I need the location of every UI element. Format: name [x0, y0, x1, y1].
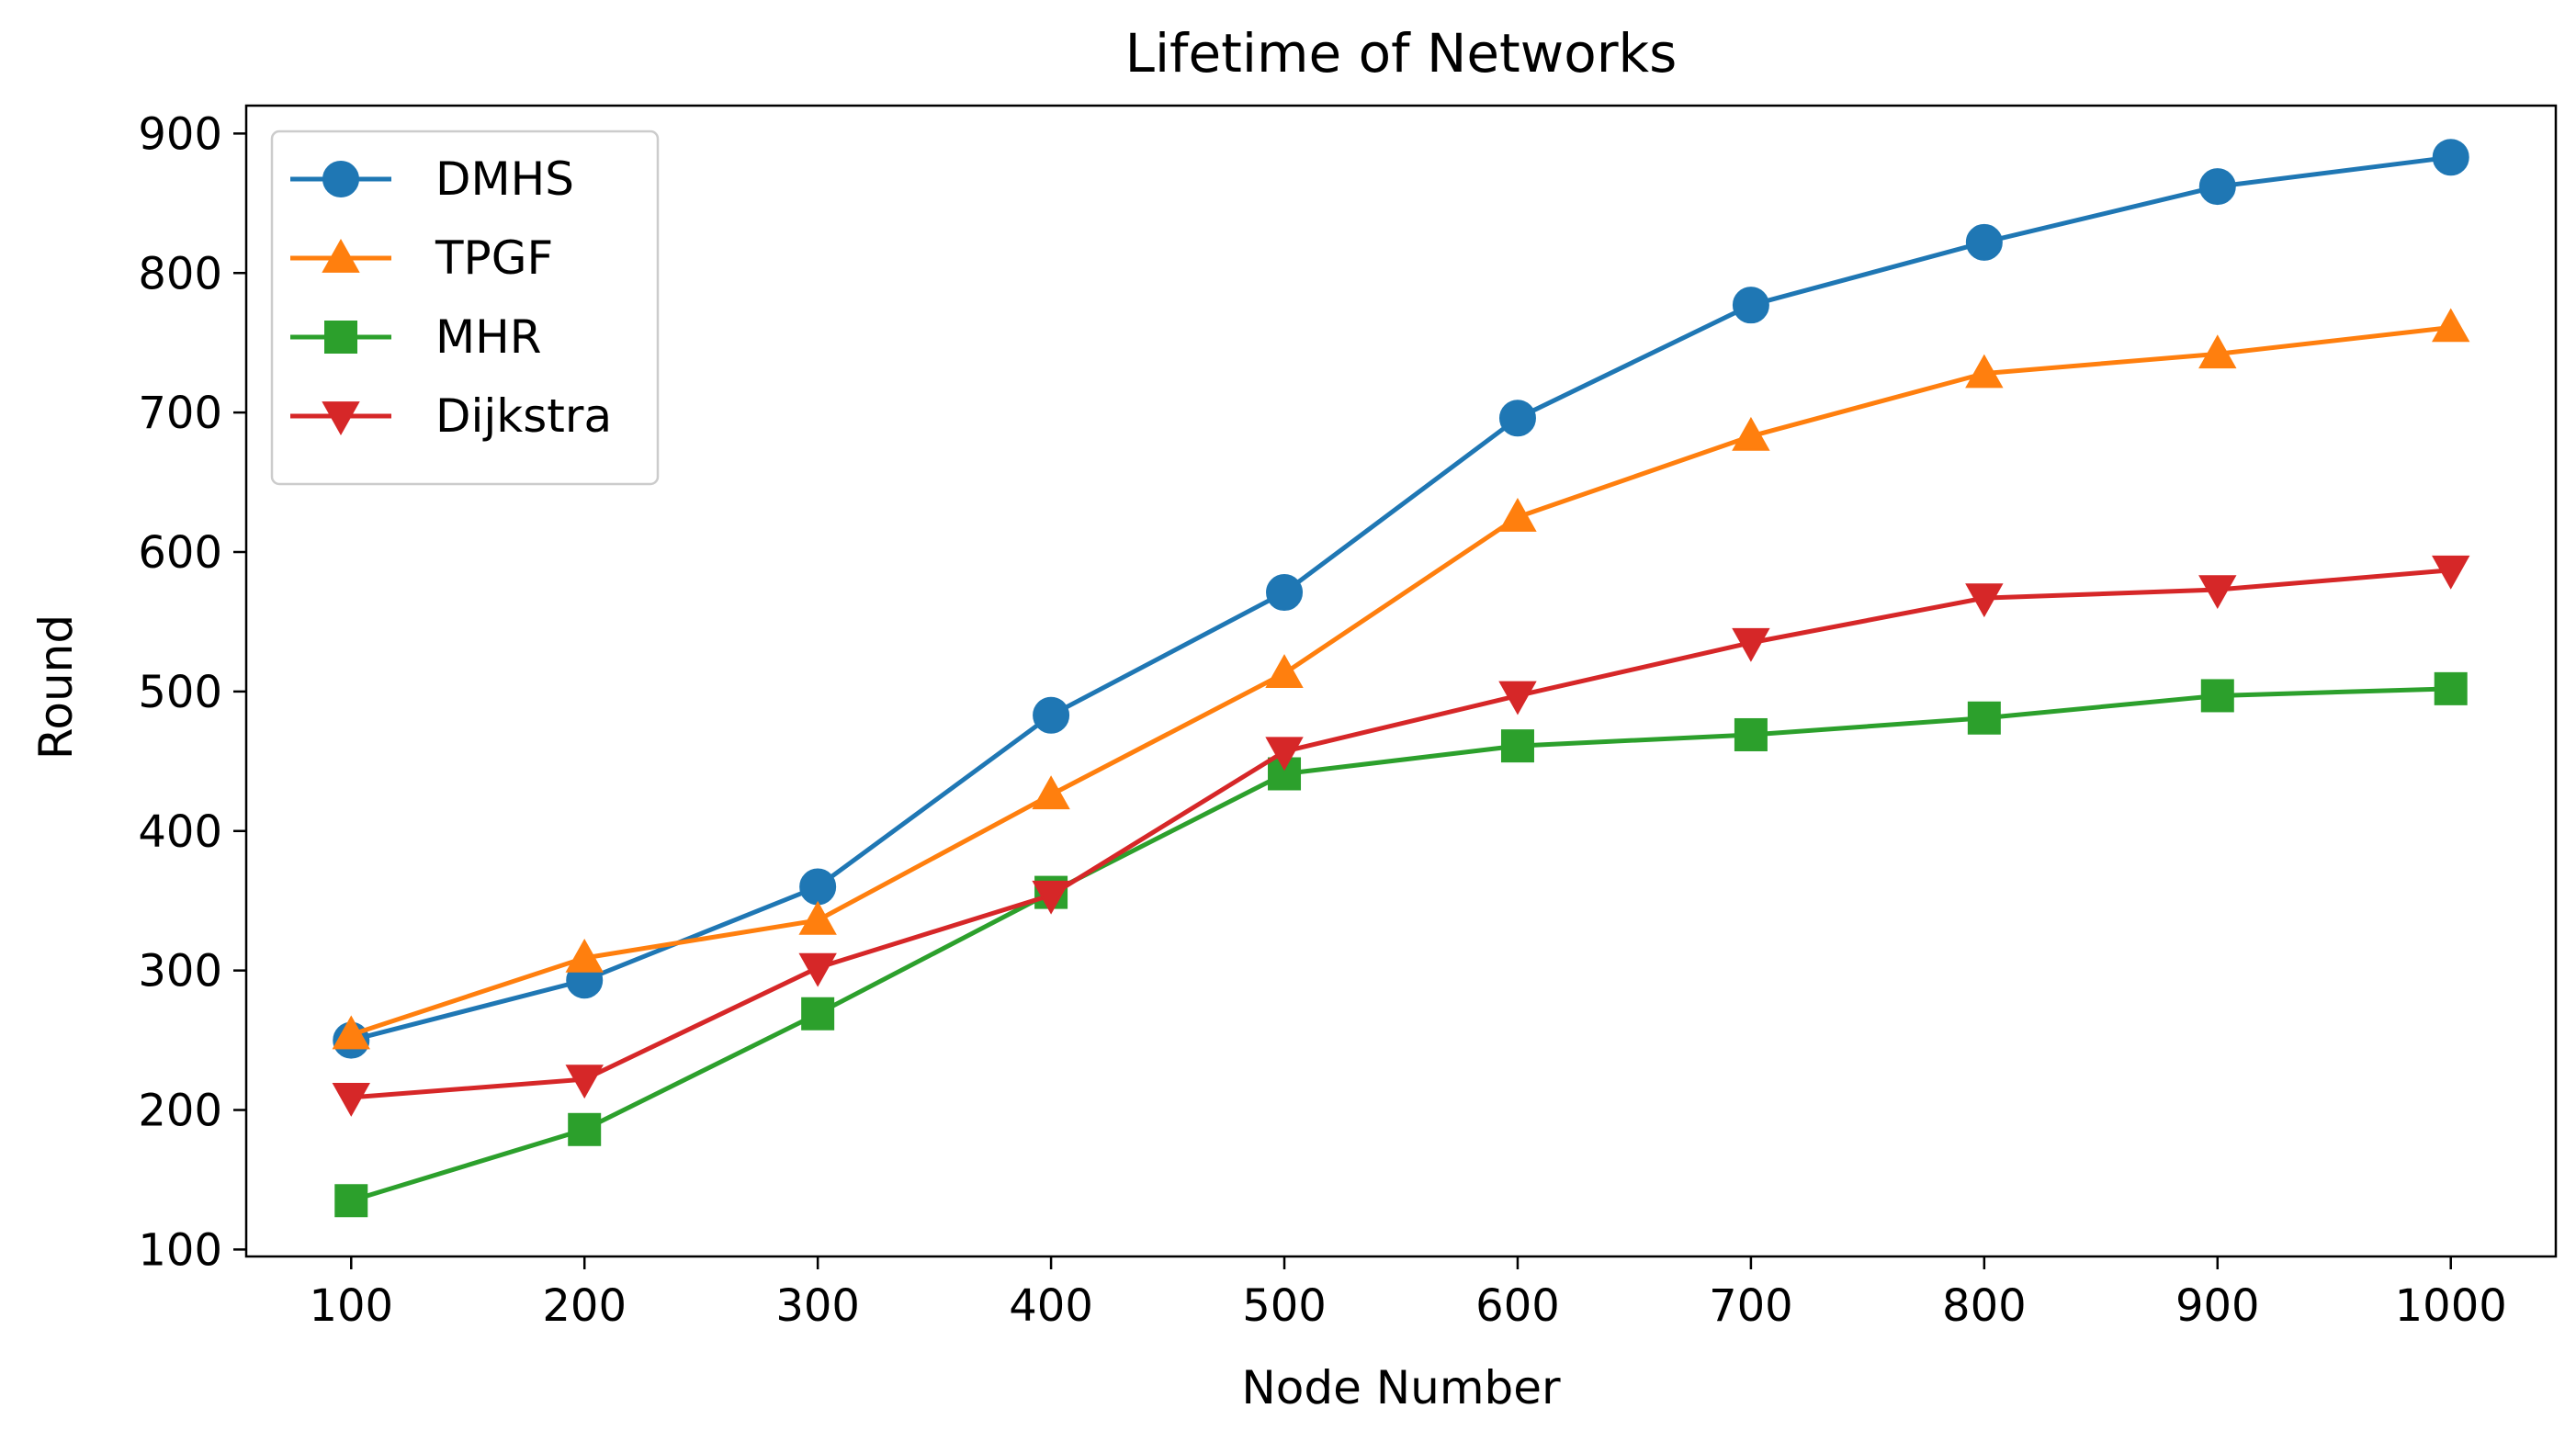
y-tick-label: 400	[138, 806, 222, 858]
x-tick-label: 200	[542, 1280, 627, 1332]
series-line-mhr	[348, 686, 2454, 1203]
data-point-tpgf	[332, 1015, 370, 1050]
data-point-tpgf	[2432, 308, 2470, 343]
data-point-dijkstra	[1265, 737, 1304, 772]
legend-item-dmhs: DMHS	[290, 152, 574, 206]
data-point-dmhs	[1965, 223, 2003, 261]
legend-box	[270, 130, 660, 486]
legend-label: MHR	[435, 310, 541, 364]
series-line-dijkstra	[348, 568, 2454, 1100]
data-point-tpgf	[798, 900, 837, 935]
data-point-dijkstra	[1032, 880, 1070, 915]
y-tick-label: 500	[138, 667, 222, 718]
y-tick-label: 200	[138, 1086, 222, 1137]
data-point-dijkstra	[2198, 575, 2237, 610]
y-tick-label: 600	[138, 527, 222, 579]
legend-label: TPGF	[435, 231, 553, 285]
series-line-dmhs	[348, 154, 2454, 1043]
data-point-dijkstra	[565, 1065, 604, 1099]
x-axis: 100 200 300 400 500 600 700 800 900 1000	[309, 1256, 2507, 1332]
data-point-tpgf	[1965, 354, 2004, 389]
series-tpgf	[332, 308, 2470, 1050]
y-axis-title: Round	[29, 614, 83, 760]
data-point-mhr	[1500, 729, 1534, 763]
chart-title: Lifetime of Networks	[1125, 22, 1678, 84]
x-tick-label: 500	[1242, 1280, 1327, 1332]
data-point-dmhs	[1732, 287, 1769, 324]
data-point-dijkstra	[1498, 681, 1537, 715]
data-point-dmhs	[1266, 574, 1304, 612]
data-point-tpgf	[1732, 416, 1770, 451]
y-tick-label: 100	[138, 1224, 222, 1276]
data-point-tpgf	[565, 938, 604, 973]
data-point-dmhs	[2432, 139, 2469, 176]
legend-item-mhr: MHR	[290, 310, 541, 364]
data-point-mhr	[1967, 701, 2001, 735]
plot-frame	[244, 104, 2558, 1258]
y-tick-label: 900	[138, 108, 222, 160]
data-point-tpgf	[1498, 498, 1537, 532]
x-tick-label: 300	[775, 1280, 860, 1332]
legend-item-dijkstra: Dijkstra	[290, 389, 612, 443]
legend: DMHS TPGF MHR Dijkstra	[270, 130, 660, 486]
y-axis: 100 200 300 400 500 600 700 800 900	[138, 108, 246, 1276]
data-point-dmhs	[1498, 400, 1536, 437]
series-dijkstra	[332, 555, 2470, 1117]
data-point-tpgf	[1032, 775, 1070, 810]
x-tick-label: 100	[309, 1280, 393, 1332]
data-point-tpgf	[1265, 654, 1304, 688]
legend-label: DMHS	[435, 152, 574, 206]
data-point-dmhs	[2198, 168, 2236, 206]
data-point-mhr	[1734, 717, 1768, 751]
y-tick-label: 800	[138, 248, 222, 299]
data-point-dijkstra	[798, 952, 837, 987]
plot-area: 100 200 300 400 500 600 700 800 900 1000 100 200 300…	[138, 104, 2558, 1332]
x-tick-label: 700	[1709, 1280, 1793, 1332]
data-point-dijkstra	[332, 1083, 370, 1117]
data-point-mhr	[568, 1112, 602, 1146]
data-point-dijkstra	[1732, 627, 1770, 662]
data-point-mhr	[2434, 671, 2468, 705]
legend-label: Dijkstra	[435, 389, 612, 443]
x-tick-label: 800	[1942, 1280, 2027, 1332]
legend-marker	[322, 161, 359, 197]
data-point-dijkstra	[2432, 555, 2470, 590]
data-point-tpgf	[2198, 334, 2237, 369]
legend-item-tpgf: TPGF	[290, 231, 553, 285]
legend-marker	[324, 321, 357, 354]
legend-marker	[322, 401, 360, 436]
series-line-tpgf	[348, 324, 2454, 1038]
data-point-mhr	[801, 997, 835, 1031]
data-point-dmhs	[1033, 696, 1070, 734]
x-tick-label: 900	[2175, 1280, 2260, 1332]
data-point-dmhs	[799, 868, 837, 906]
data-point-mhr	[2200, 679, 2234, 713]
data-point-dijkstra	[1965, 583, 2004, 618]
x-tick-label: 400	[1009, 1280, 1093, 1332]
x-axis-title: Node Number	[1241, 1361, 1561, 1414]
data-point-mhr	[334, 1184, 368, 1218]
x-tick-label: 600	[1475, 1280, 1560, 1332]
x-tick-label: 1000	[2395, 1280, 2507, 1332]
legend-marker	[322, 238, 360, 273]
y-tick-label: 300	[138, 946, 222, 997]
y-tick-label: 700	[138, 388, 222, 439]
